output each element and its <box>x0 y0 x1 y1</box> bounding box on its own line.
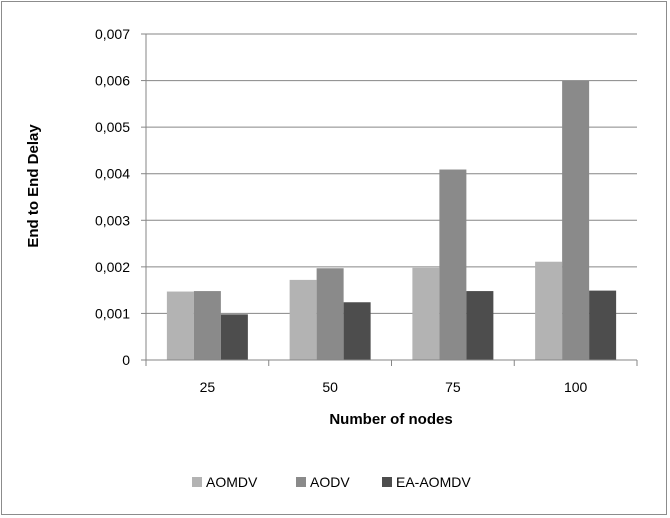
legend-label: AOMDV <box>206 474 258 490</box>
bar-ea-aomdv-50 <box>343 302 371 360</box>
y-tick-label: 0,005 <box>95 119 130 135</box>
legend-label: AODV <box>310 474 350 490</box>
y-tick-label: 0,002 <box>95 259 130 275</box>
legend-swatch <box>192 477 202 487</box>
x-axis-title: Number of nodes <box>329 411 452 428</box>
y-tick-label: 0,004 <box>95 166 130 182</box>
x-tick-label: 50 <box>322 379 338 395</box>
bar-aomdv-25 <box>166 291 194 360</box>
x-tick-label: 75 <box>445 379 461 395</box>
legend-swatch <box>382 477 392 487</box>
bar-aodv-25 <box>193 291 221 360</box>
legend: AOMDV AODV EA-AOMDV <box>192 474 471 490</box>
y-axis-title: End to End Delay <box>25 124 42 248</box>
bar-aodv-75 <box>439 169 467 360</box>
bar-aodv-100 <box>562 80 590 361</box>
bar-aodv-50 <box>316 268 344 360</box>
y-tick-label: 0 <box>122 352 130 368</box>
legend-label: EA-AOMDV <box>396 474 471 490</box>
bar-aomdv-50 <box>289 279 317 360</box>
axes: 0 0,001 0,002 0,003 0,004 0,005 0,006 0,007 25 50… <box>95 26 638 395</box>
bar-ea-aomdv-75 <box>466 291 494 360</box>
y-tick-label: 0,007 <box>95 26 130 42</box>
bar-ea-aomdv-100 <box>589 290 617 360</box>
y-tick-label: 0,006 <box>95 73 130 89</box>
y-tick-label: 0,001 <box>95 305 130 321</box>
bar-aomdv-100 <box>535 261 563 360</box>
legend-swatch <box>296 477 306 487</box>
bar-ea-aomdv-25 <box>220 314 248 360</box>
bar-aomdv-75 <box>412 267 440 360</box>
y-tick-label: 0,003 <box>95 212 130 228</box>
x-tick-label: 100 <box>564 379 588 395</box>
bars <box>166 80 617 361</box>
x-tick-label: 25 <box>200 379 216 395</box>
